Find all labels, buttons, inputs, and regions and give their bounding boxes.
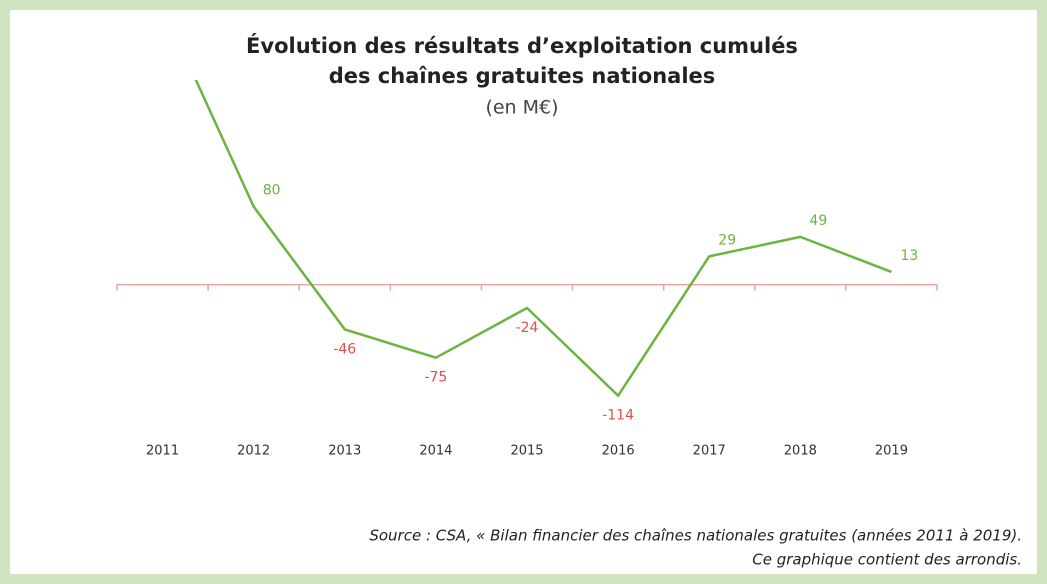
data-label: 29 — [718, 232, 736, 248]
x-tick-label: 2012 — [237, 444, 270, 459]
chart-title: des chaînes gratuites nationales — [329, 64, 716, 88]
x-tick-label: 2019 — [875, 444, 908, 459]
data-label: -24 — [516, 320, 539, 336]
source: Source : CSA, « Bilan financier des chaî… — [369, 527, 1022, 545]
chart-title: Évolution des résultats d’exploitation c… — [246, 33, 798, 58]
x-tick-label: 2015 — [510, 444, 543, 459]
data-label: -114 — [602, 408, 634, 424]
x-tick-label: 2014 — [419, 444, 452, 459]
line — [194, 80, 892, 397]
x-tick-label: 2017 — [693, 444, 726, 459]
data-label: -46 — [333, 341, 356, 357]
data-label: -75 — [424, 370, 447, 386]
data-label: 49 — [809, 213, 827, 229]
plot — [194, 80, 892, 397]
chart-subtitle: (en M€) — [485, 97, 558, 119]
x-tick-label: 2013 — [328, 444, 361, 459]
data-label: 13 — [901, 248, 919, 264]
note: Ce graphique contient des arrondis. — [752, 551, 1022, 569]
x-tick-label: 2016 — [602, 444, 635, 459]
x-tick-label: 2018 — [784, 444, 817, 459]
data-label: 80 — [263, 183, 281, 199]
x-tick-label: 2011 — [146, 444, 179, 459]
